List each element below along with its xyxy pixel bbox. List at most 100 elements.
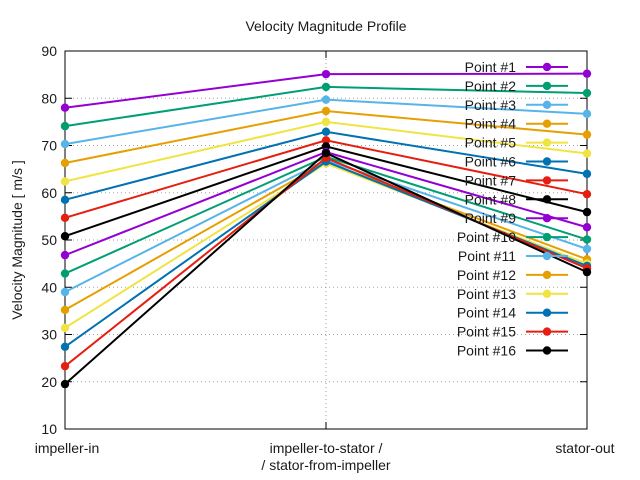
data-point — [60, 305, 70, 315]
series-5 — [60, 117, 592, 186]
legend-marker — [542, 289, 552, 298]
data-point — [582, 109, 592, 119]
series-7 — [60, 136, 592, 222]
data-point — [60, 213, 70, 222]
data-point — [582, 223, 592, 232]
legend-label: Point #8 — [465, 191, 517, 207]
x-tick-label: / stator-from-impeller — [261, 457, 390, 473]
legend-marker — [542, 100, 552, 110]
legend-marker — [542, 308, 552, 317]
data-point — [321, 106, 331, 116]
y-tick-label: 60 — [41, 185, 57, 201]
legend-label: Point #11 — [458, 248, 516, 264]
legend-item: Point #16 — [457, 343, 568, 359]
y-tick-label: 50 — [41, 232, 57, 248]
legend-label: Point #4 — [465, 116, 517, 132]
legend-item: Point #4 — [465, 116, 568, 132]
data-point — [60, 379, 70, 389]
series-4 — [60, 106, 592, 168]
data-point — [60, 103, 70, 112]
data-point — [582, 69, 592, 78]
legend-item: Point #9 — [465, 210, 568, 226]
data-point — [60, 139, 70, 149]
legend-item: Point #6 — [465, 154, 568, 170]
legend-label: Point #6 — [465, 154, 517, 170]
legend-marker — [542, 270, 552, 280]
data-point — [60, 195, 70, 205]
legend-item: Point #12 — [457, 267, 568, 283]
x-tick-label: impeller-to-stator / — [270, 440, 383, 456]
series-16 — [60, 148, 592, 389]
data-point — [582, 149, 592, 158]
legend-marker — [542, 214, 552, 223]
series-group — [60, 69, 592, 389]
legend-label: Point #2 — [465, 78, 517, 94]
legend-marker — [542, 195, 552, 204]
data-point — [60, 250, 70, 260]
legend-label: Point #16 — [457, 343, 516, 359]
legend-item: Point #2 — [465, 78, 568, 94]
series-6 — [60, 127, 592, 205]
legend-item: Point #13 — [457, 286, 568, 302]
x-tick-label: impeller-in — [35, 440, 100, 456]
legend-marker — [542, 251, 552, 261]
legend-item: Point #11 — [458, 248, 568, 264]
chart-title: Velocity Magnitude Profile — [245, 18, 406, 34]
legend-marker — [542, 346, 552, 355]
y-ticks: 10 20 30 40 50 60 70 80 90 — [41, 43, 587, 437]
data-point — [321, 117, 331, 127]
data-point — [321, 127, 331, 136]
data-point — [582, 88, 592, 98]
legend: Point #1 Point #2 Point #3 Point #4 Point #5… — [457, 59, 568, 359]
data-point — [60, 361, 70, 371]
data-point — [582, 189, 592, 199]
data-point — [60, 232, 70, 241]
data-point — [60, 158, 70, 168]
legend-label: Point #13 — [457, 286, 516, 302]
data-point — [582, 244, 592, 254]
legend-marker — [542, 176, 552, 185]
x-tick-label: stator-out — [555, 440, 614, 456]
legend-item: Point #8 — [465, 191, 568, 207]
data-point — [321, 82, 331, 92]
legend-item: Point #14 — [457, 305, 568, 321]
y-tick-label: 80 — [41, 90, 57, 106]
y-tick-label: 70 — [41, 138, 57, 154]
data-point — [60, 121, 70, 131]
legend-label: Point #7 — [465, 172, 517, 188]
series-2 — [60, 82, 592, 131]
legend-marker — [542, 138, 552, 147]
y-tick-label: 30 — [41, 327, 57, 343]
legend-marker — [542, 327, 552, 336]
legend-marker — [542, 81, 552, 91]
data-point — [321, 95, 331, 104]
data-point — [60, 177, 70, 186]
legend-label: Point #1 — [465, 59, 517, 75]
legend-item: Point #3 — [465, 97, 568, 113]
series-1 — [60, 69, 592, 112]
data-point — [582, 267, 592, 277]
data-point — [60, 323, 70, 333]
legend-label: Point #10 — [457, 229, 516, 245]
legend-label: Point #3 — [465, 97, 517, 113]
legend-label: Point #5 — [465, 135, 517, 151]
data-point — [60, 287, 70, 297]
x-ticks: impeller-in impeller-to-stator // stator-… — [35, 51, 615, 473]
legend-item: Point #10 — [457, 229, 568, 245]
legend-item: Point #15 — [457, 324, 568, 340]
legend-marker — [542, 62, 552, 72]
data-point — [60, 269, 70, 278]
data-point — [321, 136, 331, 145]
data-point — [321, 148, 331, 158]
legend-marker — [542, 119, 552, 128]
y-axis-label: Velocity Magnitude [ m/s ] — [9, 160, 25, 320]
legend-label: Point #15 — [457, 324, 516, 340]
data-point — [60, 342, 70, 351]
legend-marker — [542, 232, 552, 242]
y-tick-label: 20 — [41, 374, 57, 390]
data-point — [582, 207, 592, 217]
legend-marker — [542, 157, 552, 166]
y-tick-label: 90 — [41, 43, 57, 59]
y-tick-label: 40 — [41, 279, 57, 295]
